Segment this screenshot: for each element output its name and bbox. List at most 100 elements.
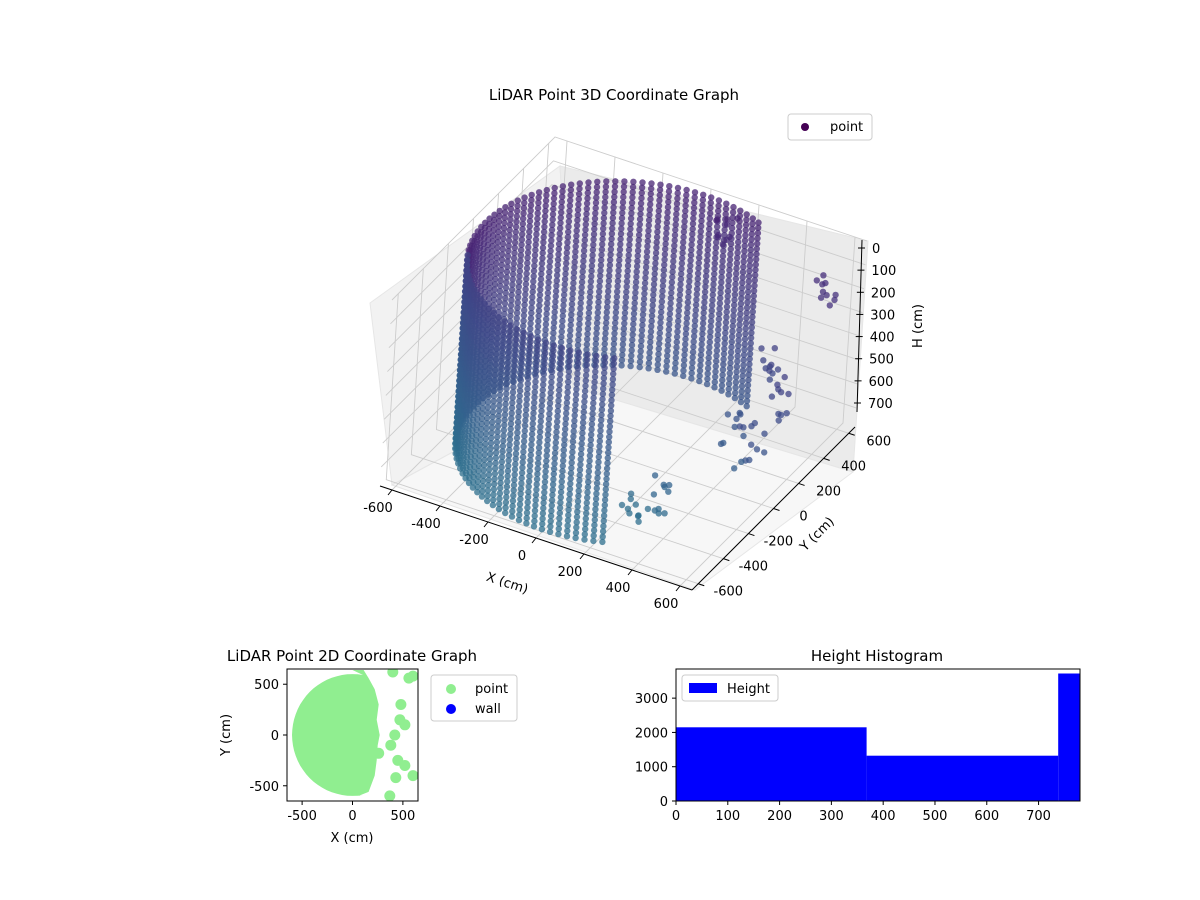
data-point [561,431,568,438]
data-point [752,261,759,268]
data-point [495,228,502,235]
data-point [600,380,607,387]
data-point [707,323,714,330]
point-cluster-2d [387,669,399,678]
data-point [754,229,762,237]
data-point [562,426,569,433]
data-point [689,220,697,227]
data-point [496,288,504,295]
data-point [493,260,500,267]
data-point [707,210,714,217]
data-point [520,335,527,342]
data-point [651,265,659,272]
data-point [534,215,541,222]
data-point [491,281,499,288]
data-point [519,340,527,347]
data-point [589,415,596,423]
data-point [657,319,664,326]
data-point [645,222,652,229]
data-point [563,399,571,407]
data-point [558,350,565,357]
data-point [728,343,735,351]
data-point [621,178,628,185]
data-point [542,350,549,357]
data-point [541,365,548,373]
data-point [511,476,518,484]
data-point [527,338,534,345]
data-point [530,523,538,530]
data-point [715,197,723,204]
data-point [720,361,727,368]
data-point [675,307,682,314]
data-point [572,248,579,255]
data-point [511,244,518,251]
data-point [640,300,647,308]
data-point [569,290,576,297]
data-point [567,192,574,199]
data-point [566,491,573,498]
data-point [589,252,596,259]
data-point [742,221,750,229]
data-point [502,204,509,211]
data-point [591,215,599,222]
data-point [522,417,529,424]
data-point [626,241,633,248]
data-point [724,216,731,223]
data-point [688,364,696,372]
data-point [502,509,509,517]
data-point [521,307,528,314]
data-point [751,282,758,289]
data-point [688,369,695,377]
data-point [639,311,647,318]
data-point [542,344,549,352]
data-point [508,415,515,422]
data-point [557,360,565,368]
data-point [569,285,577,292]
data-point [736,326,743,334]
data-point [611,330,618,337]
data-point [566,485,574,493]
data-point [490,403,497,410]
data-point [580,414,587,421]
data-point [715,321,722,328]
data-point [477,431,485,438]
data-point [582,216,590,223]
data-point [483,342,490,349]
x-tick-label-3d: 400 [606,581,631,596]
data-point [545,274,553,281]
data-point [515,408,522,415]
data-point [559,462,566,470]
z-axis-line [856,239,863,413]
data-point [501,219,508,227]
data-point [708,302,716,309]
data-point [691,194,698,201]
data-point [747,334,755,342]
data-point [498,365,505,372]
data-point [749,313,756,321]
data-point [518,241,525,248]
data-point [515,288,522,296]
data-point [706,344,713,351]
data-point [563,410,570,417]
data-point [672,354,679,362]
data-point [823,292,830,299]
data-point [508,200,515,207]
data-point [634,258,641,265]
data-point [484,404,491,411]
data-point [496,500,503,508]
data-point [507,211,514,218]
data-point [590,400,597,407]
data-point [605,439,612,446]
data-point [599,230,607,238]
data-point [533,357,541,364]
z-tick-label-3d: 200 [871,286,896,301]
data-point [496,490,504,497]
data-point [490,496,497,504]
data-point [557,371,564,378]
data-point [699,207,706,214]
data-point [497,479,504,487]
data-point [627,215,635,222]
data-point [725,272,733,279]
data-point [699,330,706,338]
data-point [733,270,740,277]
